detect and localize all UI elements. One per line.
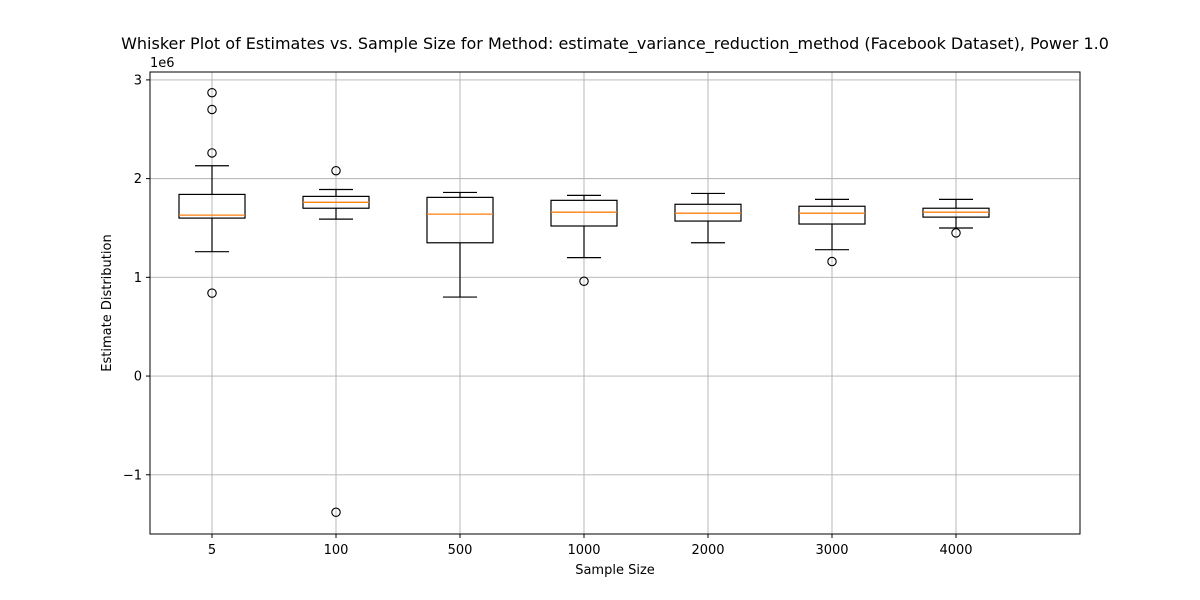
y-axis: −1 0 1 2 3	[123, 73, 150, 483]
outlier-point	[951, 228, 961, 238]
box-group-3000	[798, 198, 866, 267]
x-tick-label: 5	[208, 543, 216, 558]
y-offset-label: 1e6	[150, 56, 175, 71]
y-tick-label: 0	[134, 370, 142, 385]
x-tick-label: 500	[448, 543, 473, 558]
outlier-point	[331, 507, 341, 518]
x-tick-label: 3000	[815, 543, 848, 558]
iqr-box	[426, 196, 494, 244]
x-tick-label: 100	[324, 543, 349, 558]
box-group-5	[178, 87, 246, 298]
y-tick-label: 1	[134, 271, 142, 286]
outlier-point	[207, 87, 217, 98]
plot-frame	[149, 71, 1081, 535]
x-tick-label: 4000	[939, 543, 972, 558]
iqr-box	[178, 193, 246, 219]
y-tick-label: 2	[134, 172, 142, 187]
outlier-point	[579, 276, 589, 287]
iqr-box	[798, 205, 866, 225]
y-tick-label: 3	[134, 73, 142, 88]
chart-title: Whisker Plot of Estimates vs. Sample Siz…	[121, 34, 1109, 54]
box-group-1000	[550, 194, 618, 287]
grid-layer	[150, 72, 1080, 534]
outlier-point	[331, 165, 341, 176]
box-group-2000	[674, 192, 742, 244]
outlier-point	[207, 148, 217, 158]
box-group-500	[426, 191, 494, 298]
x-tick-label: 1000	[567, 543, 600, 558]
outlier-point	[207, 288, 217, 298]
y-axis-label: Estimate Distribution	[100, 234, 115, 371]
iqr-box	[550, 199, 618, 227]
boxes-layer	[178, 87, 990, 518]
box-group-4000	[922, 198, 990, 238]
x-axis: 5 100 500 1000 2000 3000 4000	[208, 534, 973, 558]
y-tick-label: −1	[123, 468, 142, 483]
x-axis-label: Sample Size	[575, 563, 655, 578]
outlier-point	[827, 256, 837, 267]
box-group-100	[302, 165, 370, 518]
x-tick-label: 2000	[691, 543, 724, 558]
outlier-point	[207, 104, 217, 115]
